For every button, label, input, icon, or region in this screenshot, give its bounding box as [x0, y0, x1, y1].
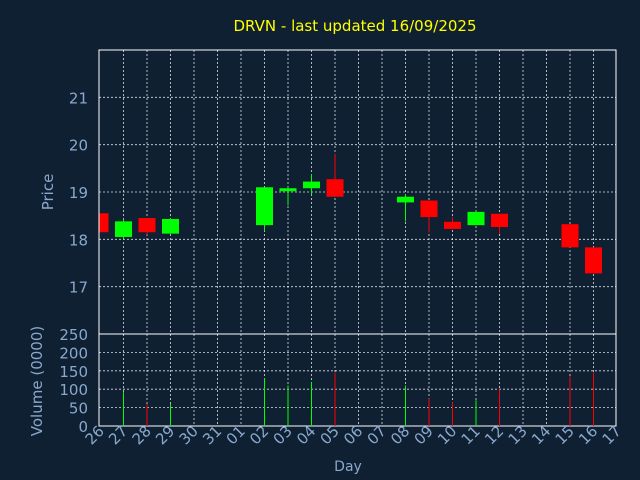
candle-body [256, 187, 273, 226]
volume-grid [99, 334, 616, 426]
candle-body [467, 211, 485, 226]
x-axis-label: Day [334, 459, 362, 475]
price-y-tick-label: 17 [69, 279, 88, 297]
candle-body [561, 224, 579, 248]
candle-body [444, 221, 461, 229]
candle-body [100, 213, 109, 233]
volume-y-tick-label: 0 [78, 418, 88, 436]
candlesticks [99, 154, 602, 274]
price-y-tick-label: 20 [69, 137, 88, 155]
volume-y-tick-label: 250 [59, 326, 88, 344]
price-y-tick-label: 18 [69, 231, 88, 249]
volume-bars [123, 372, 594, 426]
volume-y-axis-label: Volume (0000) [28, 326, 46, 436]
volume-y-tick-label: 150 [59, 363, 88, 381]
volume-y-tick-label: 50 [69, 400, 88, 418]
volume-y-tick-label: 200 [59, 344, 88, 362]
candle-body [279, 188, 297, 192]
candle-body [162, 218, 179, 234]
volume-plot-area [98, 333, 617, 427]
candle-body [397, 196, 414, 203]
price-y-tick-labels: 17 18 19 20 21 [69, 89, 88, 296]
x-tick-labels: 2627282930310102030405060708091011121314… [82, 422, 625, 448]
chart-title: DRVN - last updated 16/09/2025 [233, 17, 476, 35]
candle-body [115, 221, 132, 237]
price-y-tick-label: 21 [69, 89, 88, 107]
candle-body [303, 181, 320, 189]
candle-body [491, 213, 508, 228]
candle-body [138, 218, 156, 233]
price-panel: 17 18 19 20 21 Price [39, 49, 617, 335]
price-y-axis-label: Price [39, 174, 57, 211]
candle-body [585, 247, 602, 274]
candle-body [420, 200, 438, 218]
price-y-tick-label: 19 [69, 184, 88, 202]
volume-y-tick-label: 100 [59, 381, 88, 399]
candle-body [326, 179, 344, 197]
price-grid [99, 50, 616, 334]
